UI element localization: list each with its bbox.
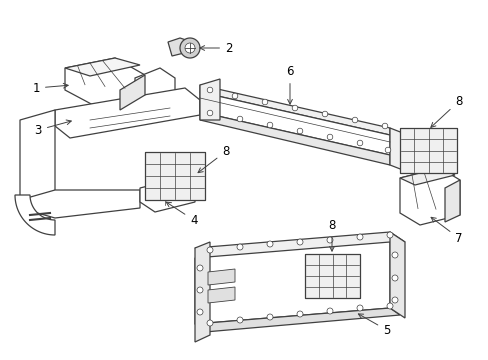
Circle shape (391, 252, 397, 258)
Polygon shape (444, 180, 459, 222)
Polygon shape (195, 242, 389, 324)
Polygon shape (145, 152, 204, 200)
Text: 3: 3 (35, 120, 71, 136)
Text: 1: 1 (32, 81, 68, 95)
Circle shape (326, 237, 332, 243)
Circle shape (322, 111, 327, 117)
Polygon shape (55, 88, 200, 138)
Circle shape (237, 116, 243, 122)
Circle shape (391, 275, 397, 281)
Circle shape (351, 117, 357, 123)
Circle shape (296, 311, 303, 317)
Circle shape (296, 239, 303, 245)
Polygon shape (195, 308, 399, 332)
Circle shape (206, 320, 213, 326)
Circle shape (326, 134, 332, 140)
Polygon shape (195, 242, 209, 342)
Polygon shape (389, 128, 407, 172)
Circle shape (197, 287, 203, 293)
Circle shape (356, 305, 362, 311)
Polygon shape (399, 168, 454, 185)
Text: 4: 4 (166, 202, 197, 226)
Text: 8: 8 (198, 145, 229, 173)
Circle shape (385, 147, 390, 153)
Circle shape (180, 38, 200, 58)
Text: 7: 7 (430, 217, 462, 244)
Circle shape (206, 247, 213, 253)
Circle shape (207, 87, 212, 93)
Polygon shape (120, 75, 145, 110)
Polygon shape (200, 85, 389, 135)
Polygon shape (65, 58, 140, 76)
Polygon shape (200, 112, 389, 165)
Circle shape (386, 303, 392, 309)
Polygon shape (399, 128, 456, 173)
Circle shape (266, 241, 272, 247)
Circle shape (326, 308, 332, 314)
Text: 5: 5 (358, 314, 389, 337)
Polygon shape (207, 269, 235, 285)
Circle shape (391, 297, 397, 303)
Polygon shape (135, 68, 175, 112)
Circle shape (197, 265, 203, 271)
Circle shape (356, 234, 362, 240)
Polygon shape (399, 168, 459, 225)
Text: 8: 8 (327, 219, 335, 251)
Text: 2: 2 (200, 41, 232, 54)
Circle shape (356, 140, 362, 146)
Polygon shape (20, 110, 55, 210)
Polygon shape (140, 178, 195, 212)
Circle shape (382, 123, 387, 129)
Circle shape (237, 317, 243, 323)
Circle shape (232, 93, 237, 99)
Polygon shape (65, 58, 145, 106)
Circle shape (184, 43, 195, 53)
Polygon shape (200, 92, 389, 155)
Polygon shape (195, 232, 404, 258)
Circle shape (292, 105, 297, 111)
Text: 8: 8 (430, 95, 462, 127)
Circle shape (237, 244, 243, 250)
Polygon shape (200, 79, 220, 120)
Polygon shape (168, 38, 192, 56)
Polygon shape (15, 195, 55, 235)
Circle shape (207, 110, 212, 116)
Circle shape (266, 122, 272, 128)
Polygon shape (389, 232, 404, 318)
Circle shape (386, 232, 392, 238)
Polygon shape (305, 254, 359, 298)
Polygon shape (20, 190, 140, 218)
Circle shape (197, 309, 203, 315)
Circle shape (297, 128, 302, 134)
Circle shape (266, 314, 272, 320)
Circle shape (262, 99, 267, 105)
Polygon shape (207, 287, 235, 303)
Text: 6: 6 (285, 65, 293, 104)
